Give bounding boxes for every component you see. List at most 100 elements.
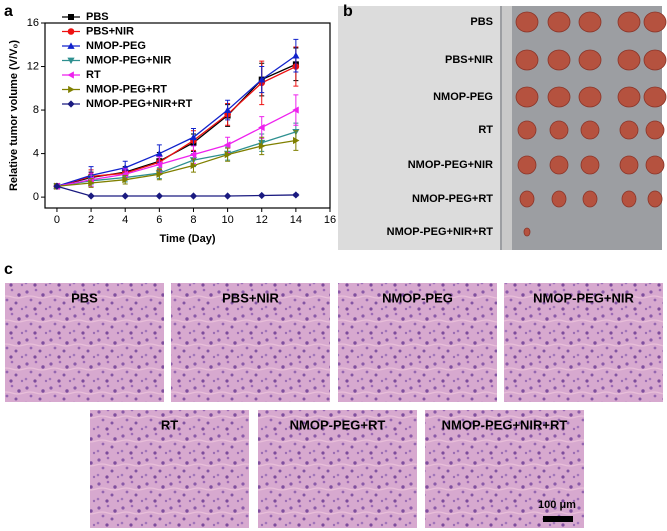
marker: [224, 151, 232, 159]
histology-images: [5, 283, 663, 528]
marker: [68, 85, 75, 94]
marker: [53, 182, 61, 190]
tumor: [617, 11, 641, 33]
series-line: [56, 139, 296, 187]
tumor-photo: [338, 6, 662, 250]
x-tick-label: 6: [156, 214, 162, 226]
histology-label: PBS+NIR: [222, 290, 279, 305]
histology-label: NMOP-PEG+NIR: [533, 290, 634, 305]
tumor: [547, 49, 571, 71]
histology-image: [425, 410, 584, 528]
y-tick-label: 0: [33, 191, 39, 203]
marker: [190, 161, 198, 170]
photo-label: NMOP-PEG+NIR: [408, 159, 493, 171]
marker: [68, 14, 74, 20]
x-tick-label: 4: [122, 214, 128, 226]
y-tick-label: 12: [27, 60, 39, 72]
x-tick-label: 14: [290, 214, 302, 226]
tumor: [580, 155, 600, 175]
histology-label: RT: [161, 417, 178, 432]
tumor: [578, 11, 602, 33]
tumor: [617, 86, 641, 108]
legend-label: NMOP-PEG+NIR+RT: [86, 98, 193, 110]
x-axis-label: Time (Day): [159, 233, 215, 245]
y-tick-label: 4: [33, 147, 39, 159]
histology-label: PBS: [71, 290, 98, 305]
scale-bar-label: 100 μm: [538, 499, 576, 511]
tumor: [643, 86, 667, 108]
legend-label: RT: [86, 69, 101, 81]
marker: [121, 192, 129, 200]
tumor: [619, 155, 639, 175]
marker: [224, 106, 232, 113]
x-tick-label: 8: [190, 214, 196, 226]
tumor: [549, 155, 569, 175]
tumor: [582, 190, 598, 208]
marker: [67, 71, 74, 79]
series-line: [56, 55, 297, 187]
tumor: [619, 120, 639, 140]
marker: [292, 106, 299, 114]
tumor: [515, 86, 539, 108]
marker: [258, 142, 266, 150]
marker: [155, 192, 163, 200]
marker: [258, 191, 266, 200]
marker: [87, 192, 95, 200]
histology-image: [5, 283, 164, 402]
panel-label: a: [4, 3, 13, 20]
tumor: [515, 49, 539, 71]
marker: [122, 176, 129, 184]
tumor: [515, 11, 539, 33]
legend-label: NMOP-PEG+RT: [86, 83, 167, 95]
marker: [292, 136, 300, 145]
y-tick-label: 8: [33, 104, 39, 116]
histology-image: [90, 410, 249, 528]
tumor: [549, 120, 569, 140]
plot-frame: [44, 22, 331, 209]
tumor: [547, 86, 571, 108]
photo-label: PBS+NIR: [445, 54, 493, 66]
x-tick-label: 12: [256, 214, 268, 226]
marker: [156, 170, 163, 178]
tumors: [515, 11, 667, 237]
legend-label: PBS: [86, 11, 109, 23]
marker: [292, 52, 300, 59]
series-line: [56, 131, 297, 187]
marker: [67, 28, 75, 35]
tumor: [547, 11, 571, 33]
marker: [189, 192, 198, 200]
tumor: [578, 86, 602, 108]
histology-label: NMOP-PEG: [382, 290, 453, 305]
photo-label: PBS: [470, 16, 493, 28]
tumor: [580, 120, 600, 140]
panel-label: b: [343, 3, 353, 20]
marker: [258, 75, 266, 83]
photo-label: NMOP-PEG+RT: [412, 193, 493, 205]
panel-label: c: [4, 261, 13, 278]
tumor: [621, 190, 637, 208]
marker: [189, 151, 197, 159]
y-tick-label: 16: [27, 17, 39, 29]
tumor: [643, 49, 667, 71]
histology-image: [504, 283, 663, 402]
histology-label: NMOP-PEG+NIR+RT: [442, 417, 568, 432]
marker: [67, 57, 75, 65]
legend-label: NMOP-PEG+NIR: [86, 54, 171, 66]
y-axis-label: Relative tumor volume (V/V₀): [8, 40, 20, 191]
tumor: [517, 120, 537, 140]
marker: [224, 141, 231, 149]
tumor: [643, 11, 667, 33]
series-line: [56, 185, 296, 197]
histology-image: [171, 283, 330, 402]
marker: [121, 170, 129, 178]
x-tick-label: 10: [221, 214, 233, 226]
tumor: [578, 49, 602, 71]
x-tick-label: 16: [324, 214, 336, 226]
marker: [88, 179, 95, 187]
x-tick-label: 0: [54, 214, 60, 226]
series-line: [56, 65, 297, 187]
tumor: [645, 120, 665, 140]
scale-bar: [543, 516, 573, 522]
tumor: [645, 155, 665, 175]
photo-label: NMOP-PEG: [433, 91, 493, 103]
